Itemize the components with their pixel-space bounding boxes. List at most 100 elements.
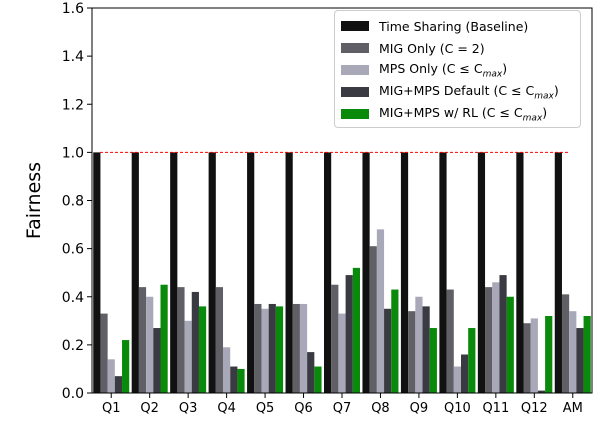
bar	[307, 352, 315, 393]
y-axis-label: Fairness	[23, 162, 45, 239]
x-tick-label: Q2	[140, 401, 159, 416]
bar	[177, 287, 185, 393]
bar	[292, 303, 300, 393]
x-tick-label: AM	[563, 401, 583, 416]
bar	[122, 340, 130, 393]
bar	[331, 284, 339, 393]
x-tick-label: Q5	[256, 401, 275, 416]
y-tick-label: 0.2	[62, 338, 84, 354]
bar	[422, 306, 430, 393]
bar	[208, 152, 216, 393]
x-tick-label: Q6	[294, 401, 313, 416]
x-tick-label: Q1	[102, 401, 121, 416]
bar	[100, 313, 108, 393]
bar	[384, 308, 392, 393]
y-tick-label: 1.0	[62, 145, 84, 161]
bar	[237, 368, 245, 393]
bar	[268, 303, 276, 393]
legend-label: MIG Only (C = 2)	[379, 40, 485, 56]
bar	[468, 328, 476, 393]
bar	[369, 246, 377, 393]
bar	[170, 152, 178, 393]
y-tick-label: 0.8	[62, 194, 84, 210]
bar	[247, 152, 255, 393]
bar	[537, 390, 546, 393]
bar	[153, 328, 161, 393]
bar	[114, 376, 123, 393]
bar	[160, 284, 168, 393]
bar	[429, 328, 437, 393]
bar	[131, 152, 139, 393]
bar	[530, 318, 538, 393]
bar	[391, 289, 399, 393]
x-tick-label: Q3	[179, 401, 198, 416]
legend-swatch	[341, 21, 369, 31]
x-tick-label: Q10	[444, 401, 471, 416]
x-tick-label: Q9	[410, 401, 429, 416]
bar	[453, 366, 461, 393]
bar	[261, 308, 269, 393]
y-tick-label: 1.4	[62, 49, 84, 65]
bar	[107, 359, 115, 393]
legend-item-mig-only: MIG Only (C = 2)	[341, 37, 574, 59]
bar	[376, 229, 385, 393]
bar	[499, 275, 507, 393]
bar	[223, 347, 231, 393]
bar	[184, 320, 192, 393]
bar	[583, 316, 591, 393]
legend-item-mig-mps-default: MIG+MPS Default (C ≤ Cmax)	[341, 81, 574, 103]
bar	[460, 354, 469, 393]
legend-swatch	[341, 43, 369, 53]
bar	[275, 306, 284, 393]
bar	[492, 282, 500, 393]
y-tick-label: 1.2	[62, 97, 84, 113]
bar	[576, 328, 584, 393]
bar	[338, 313, 346, 393]
legend-item-mps-only: MPS Only (C ≤ Cmax)	[341, 59, 574, 81]
y-tick-label: 0.0	[62, 386, 84, 402]
bar	[230, 366, 238, 393]
bar	[485, 287, 493, 393]
bar	[477, 152, 486, 393]
bar	[446, 289, 454, 393]
legend-swatch	[341, 65, 369, 75]
legend-label: Time Sharing (Baseline)	[379, 18, 529, 34]
bar	[554, 152, 562, 393]
legend-swatch	[341, 87, 369, 97]
bar	[138, 287, 147, 393]
bar	[254, 303, 262, 393]
y-tick-label: 0.4	[62, 290, 84, 306]
bar	[191, 291, 199, 393]
y-tick-label: 0.6	[62, 242, 84, 258]
bar	[345, 275, 353, 393]
plot-frame	[91, 7, 593, 394]
bar	[400, 152, 409, 393]
bar	[561, 294, 570, 393]
bar	[362, 152, 370, 393]
x-tick-label: Q4	[217, 401, 236, 416]
y-tick-label: 1.6	[62, 1, 84, 17]
legend-item-mig-mps-rl: MIG+MPS w/ RL (C ≤ Cmax)	[341, 103, 574, 125]
legend-label: MIG+MPS Default (C ≤ Cmax)	[379, 82, 559, 102]
legend-swatch	[341, 109, 369, 119]
bar	[285, 152, 293, 393]
bar	[352, 267, 360, 393]
bar	[523, 323, 531, 393]
x-tick-label: Q12	[521, 401, 548, 416]
bar	[314, 366, 322, 393]
bar	[408, 311, 416, 393]
x-tick-label: Q7	[333, 401, 352, 416]
bar	[93, 152, 101, 393]
bar	[569, 311, 577, 393]
x-tick-label: Q8	[371, 401, 390, 416]
chart-legend: Time Sharing (Baseline) MIG Only (C = 2)…	[334, 10, 581, 128]
bar	[506, 296, 514, 393]
bar	[545, 316, 553, 393]
bar	[146, 296, 154, 393]
bar	[439, 152, 447, 393]
legend-item-time-sharing: Time Sharing (Baseline)	[341, 15, 574, 37]
bar	[324, 152, 332, 393]
bar	[516, 152, 524, 393]
